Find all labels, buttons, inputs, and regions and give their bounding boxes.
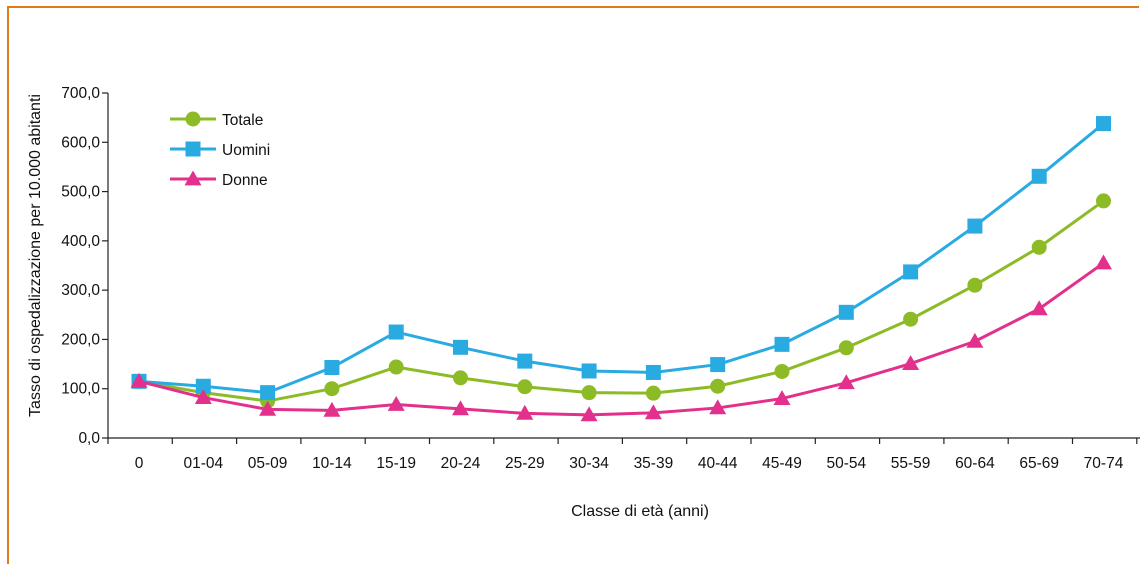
data-point-uomini <box>453 339 468 355</box>
data-point-totale <box>774 363 790 379</box>
series-layer <box>130 116 1112 422</box>
x-tick-label: 25-29 <box>505 455 545 472</box>
data-point-donne <box>709 399 727 415</box>
chart-frame <box>7 6 1139 564</box>
series-line-donne <box>138 261 1105 417</box>
data-point-donne <box>259 400 277 416</box>
data-point-donne <box>1030 300 1048 316</box>
x-tick-label: 70-74 <box>1084 455 1124 472</box>
data-point-donne <box>966 332 984 348</box>
y-tick-label: 600,0 <box>61 134 100 151</box>
series-line-uomini <box>138 122 1105 395</box>
y-tick-label: 500,0 <box>61 184 100 201</box>
legend-label: Uomini <box>222 142 270 159</box>
data-point-totale <box>1031 239 1047 255</box>
legend-label: Totale <box>222 112 263 129</box>
data-point-uomini <box>774 336 790 352</box>
legend-item-totale: Totale <box>170 111 263 129</box>
legend-marker <box>185 111 201 127</box>
x-tick-label: 50-54 <box>826 455 866 472</box>
data-point-donne <box>773 390 791 405</box>
data-point-uomini <box>1031 168 1047 184</box>
data-point-totale <box>967 277 983 293</box>
data-point-totale <box>517 379 533 395</box>
x-axis: 0 01-04 05-09 10-14 15-19 20-24 25-29 30-34 35-3… <box>107 437 1140 472</box>
data-point-donne <box>130 372 148 388</box>
data-point-totale <box>581 385 597 401</box>
y-tick-label: 100,0 <box>61 381 100 398</box>
data-point-uomini <box>1096 116 1111 132</box>
data-point-uomini <box>581 363 597 379</box>
x-tick-label: 40-44 <box>698 455 738 472</box>
series-uomini <box>131 116 1111 401</box>
series-line-totale <box>138 199 1105 403</box>
data-point-uomini <box>645 364 661 380</box>
data-point-uomini <box>260 385 276 401</box>
x-tick-label: 45-49 <box>762 455 802 472</box>
x-tick-label: 65-69 <box>1019 455 1059 472</box>
data-point-donne <box>387 395 405 411</box>
x-tick-label: 30-34 <box>569 455 609 472</box>
data-point-uomini <box>838 304 854 320</box>
data-point-uomini <box>195 378 211 394</box>
y-tick-label: 400,0 <box>61 233 100 250</box>
x-tick-label: 10-14 <box>312 455 352 472</box>
data-point-totale <box>324 381 340 397</box>
x-axis-title: Classe di età (anni) <box>571 503 709 520</box>
y-tick-label: 0,0 <box>78 430 100 447</box>
legend-item-uomini: Uomini <box>170 141 270 159</box>
legend-item-donne: Donne <box>170 170 268 189</box>
y-axis-title: Tasso di ospedalizzazione per 10.000 abi… <box>27 94 44 417</box>
legend-label: Donne <box>222 172 268 189</box>
series-totale <box>131 193 1111 409</box>
y-tick-label: 300,0 <box>61 282 100 299</box>
data-point-donne <box>1095 254 1112 270</box>
data-point-uomini <box>903 264 919 280</box>
x-tick-label: 01-04 <box>183 455 223 472</box>
legend-marker <box>184 170 202 186</box>
data-point-donne <box>837 374 855 390</box>
data-point-totale <box>388 359 404 375</box>
x-tick-label: 15-19 <box>376 455 416 472</box>
data-point-uomini <box>517 353 533 369</box>
data-point-donne <box>194 389 212 404</box>
data-point-totale <box>453 370 468 386</box>
data-point-donne <box>323 401 341 417</box>
y-axis: 0,0 100,0 200,0 300,0 400,0 500,0 600,0 700,0 <box>61 85 109 447</box>
y-tick-label: 200,0 <box>61 331 100 348</box>
x-tick-label: 05-09 <box>248 455 288 472</box>
data-point-totale <box>710 378 726 394</box>
legend: Totale Uomini Donne <box>170 111 270 189</box>
data-point-donne <box>516 404 534 420</box>
x-tick-label: 55-59 <box>891 455 931 472</box>
data-point-uomini <box>324 360 340 376</box>
x-tick-label: 0 <box>135 455 144 472</box>
x-tick-label: 20-24 <box>441 455 481 472</box>
x-tick-label: 60-64 <box>955 455 995 472</box>
x-tick-label: 35-39 <box>634 455 674 472</box>
series-donne <box>130 254 1112 422</box>
data-point-totale <box>838 340 854 356</box>
legend-marker <box>185 141 201 157</box>
data-point-totale <box>1096 193 1111 209</box>
data-point-donne <box>452 400 469 416</box>
data-point-totale <box>645 385 661 401</box>
data-point-donne <box>902 355 920 370</box>
y-tick-label: 700,0 <box>61 85 100 102</box>
data-point-uomini <box>388 324 404 340</box>
data-point-donne <box>580 406 598 422</box>
data-point-totale <box>903 311 919 327</box>
data-point-uomini <box>967 218 983 234</box>
data-point-donne <box>644 404 662 420</box>
data-point-uomini <box>710 357 726 373</box>
